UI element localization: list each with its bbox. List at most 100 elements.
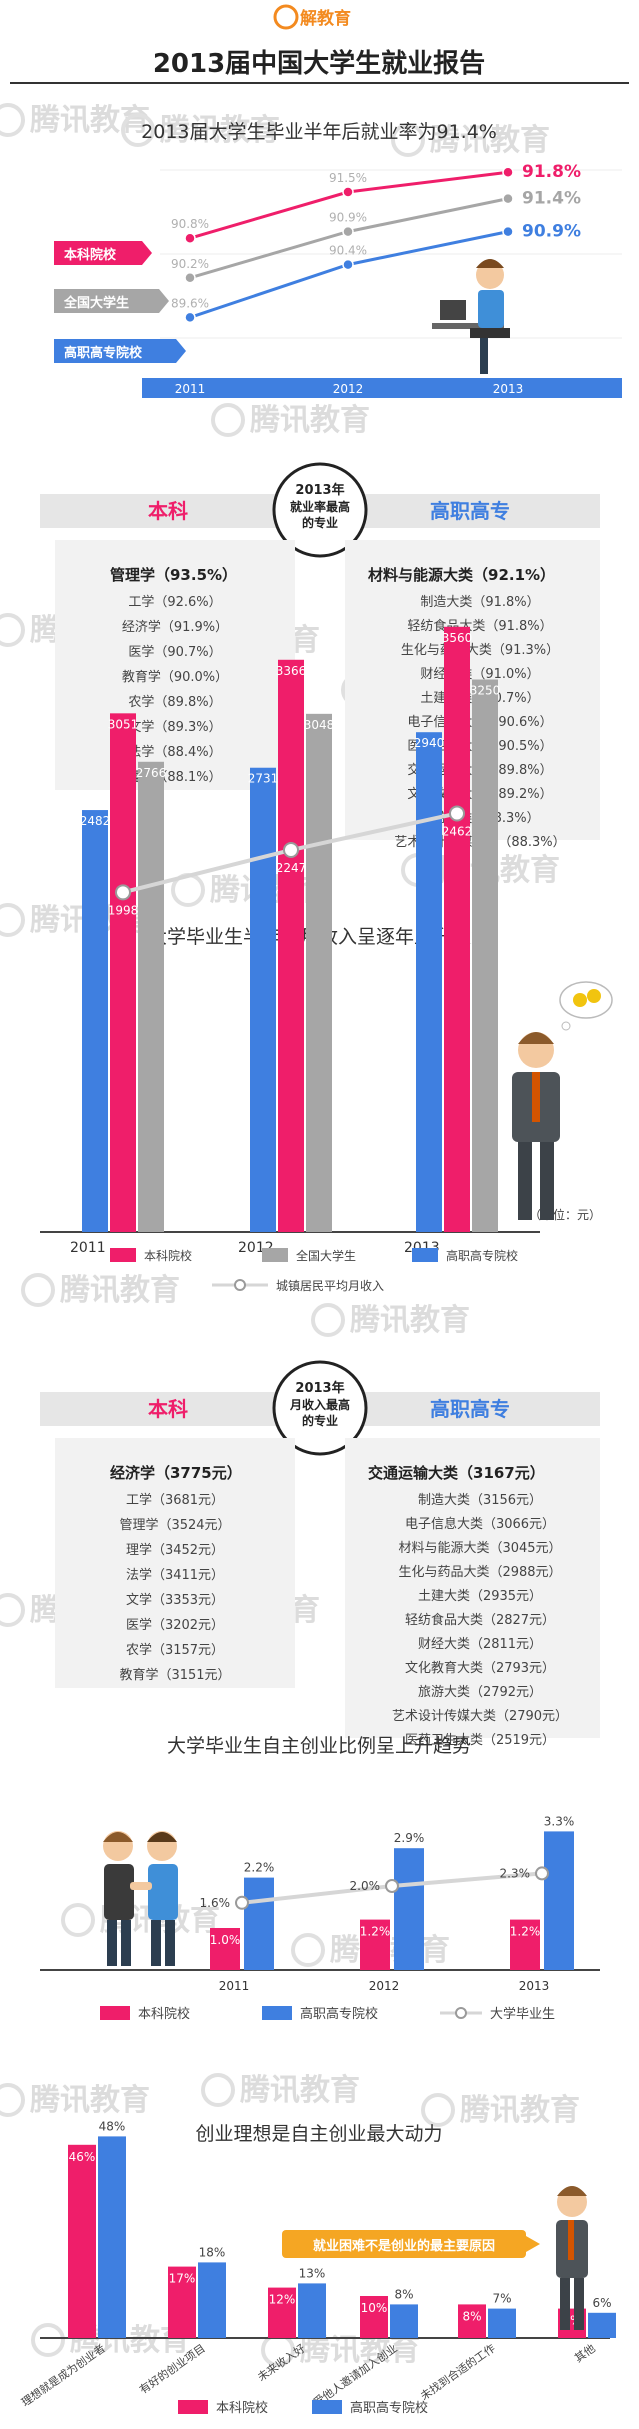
legend-tag [54, 289, 159, 313]
data-label: 90.9% [522, 222, 581, 242]
person-leg-icon [151, 1920, 161, 1966]
income-table-badge-line: 2013年 [295, 1380, 344, 1396]
section1-title: 2013届大学生毕业半年后就业率为91.4% [141, 121, 497, 143]
man-tie-icon [532, 1072, 540, 1122]
income-table-right-item: 文化教育大类（2793元） [405, 1660, 555, 1676]
bar-value-label: 6% [592, 2296, 611, 2310]
data-point [342, 225, 354, 238]
watermark-logo-icon [201, 2073, 235, 2107]
person-hair-icon [103, 1832, 133, 1842]
x-tick-label: 2012 [333, 382, 364, 396]
legend-label: 本科院校 [216, 2400, 268, 2416]
bar-value-label: 10% [361, 2301, 388, 2315]
line-value-label: 2247 [276, 861, 307, 875]
legend-label: 全国大学生 [296, 1248, 356, 1263]
income-table-left-item: 法学（3411元） [126, 1567, 224, 1583]
data-label: 90.8% [171, 217, 209, 231]
employment-table-right-header: 高职高专 [430, 499, 510, 523]
bar [306, 713, 332, 1232]
income-table-left-top: 经济学（3775元） [110, 1464, 242, 1482]
bar [82, 810, 108, 1232]
income-table-left-item: 农学（3157元） [126, 1642, 224, 1658]
watermark-logo-icon [391, 123, 425, 157]
legend-swatch [262, 1248, 288, 1262]
data-point [502, 225, 514, 238]
handshake-illustration [103, 1831, 178, 1966]
section6-title: 创业理想是自主创业最大动力 [195, 2123, 442, 2145]
employment-table-badge-line: 的专业 [302, 515, 338, 530]
line-value-label: 1.6% [200, 1896, 231, 1910]
income-table-left-item: 管理学（3524元） [119, 1517, 230, 1533]
person-body-icon [104, 1864, 134, 1920]
employment-table-badge [272, 462, 368, 558]
bar [168, 2266, 196, 2338]
man-hair-icon [518, 1032, 554, 1044]
man-hair-icon [557, 2186, 587, 2196]
watermark-logo-icon [121, 113, 155, 147]
bar-value-label: 2482 [80, 814, 111, 828]
x-tick-label: 理想就是成为创业者 [19, 2341, 108, 2409]
x-tick-label: 2011 [219, 1979, 250, 1993]
data-label: 91.8% [522, 162, 581, 182]
callout-arrow [526, 2236, 540, 2252]
watermark-text: 腾讯教育 [460, 2093, 580, 2128]
legend-swatch [262, 2006, 292, 2020]
watermark-logo-icon [211, 403, 245, 437]
employment-table-left-item: 法学（88.4%） [128, 744, 221, 760]
legend-line-dot [455, 2007, 467, 2019]
bar [472, 679, 498, 1232]
watermark-logo-icon [61, 1903, 95, 1937]
businessman-illustration [512, 981, 613, 1220]
data-label: 90.2% [171, 257, 209, 271]
bar [416, 732, 442, 1232]
bar [544, 1831, 574, 1970]
watermark-logo-icon [0, 1593, 25, 1627]
income-table-right-item: 材料与能源大类（3045元） [398, 1541, 561, 1556]
legend-swatch [110, 1248, 136, 1262]
employment-table-left-item: 经济学（91.9%） [122, 619, 228, 635]
employment-table-badge-line: 2013年 [295, 482, 344, 498]
income-table-right-item: 医药卫生大类（2519元） [405, 1733, 555, 1748]
legend-tag-arrow [142, 241, 152, 265]
legend-label: 城镇居民平均月收入 [276, 1279, 384, 1293]
watermark-text: 腾讯教育 [430, 123, 550, 158]
watermark-logo-icon [31, 2323, 65, 2357]
data-label: 91.4% [522, 189, 581, 209]
callout-box [282, 2230, 526, 2258]
coin-icon [573, 993, 587, 1007]
watermark-text: 腾讯教育 [250, 403, 370, 438]
legend-tag [54, 241, 142, 265]
x-axis-band [142, 378, 622, 398]
thinking-man-illustration [556, 2186, 588, 2330]
bar-value-label: 3250 [470, 684, 501, 698]
employment-table-left-item: 农学（89.8%） [128, 694, 221, 710]
legend-swatch [178, 2400, 208, 2414]
income-table-right-item: 旅游大类（2792元） [418, 1685, 542, 1700]
person-hair-icon [147, 1832, 177, 1842]
bar [360, 1919, 390, 1970]
legend-label: 本科院校 [64, 247, 117, 263]
employment-table-right-item: 制造大类（91.8%） [420, 595, 539, 610]
watermark-text: 腾讯教育 [60, 1273, 180, 1308]
employment-table-left-item: 教育学（90.0%） [122, 669, 228, 685]
legend-label: 大学毕业生 [490, 2006, 555, 2022]
employment-table-left-header: 本科 [148, 499, 188, 523]
section5-title: 大学毕业生自主创业比例呈上升趋势 [167, 1735, 471, 1757]
line-point [235, 1895, 249, 1910]
bar [98, 2136, 126, 2338]
income-table-left-panel [55, 1438, 295, 1688]
income-table-right-top: 交通运输大类（3167元） [368, 1464, 545, 1482]
bar-value-label: 3366 [276, 664, 307, 678]
thought-dot-icon [561, 1021, 571, 1031]
employment-table-right-item: 轻纺食品大类（91.8%） [407, 618, 552, 634]
bar-value-label: 2766 [136, 766, 167, 780]
x-tick-label: 其他 [572, 2342, 597, 2365]
bar [394, 1848, 424, 1970]
bar [268, 2287, 296, 2338]
employment-table-left-item: 工学（92.6%） [128, 594, 221, 610]
line-value-label: 2462 [442, 824, 473, 838]
legend-swatch [100, 2006, 130, 2020]
legend-tag-arrow [159, 289, 169, 313]
watermark-logo-icon [0, 103, 25, 137]
income-table-right-item: 制造大类（3156元） [418, 1493, 542, 1508]
